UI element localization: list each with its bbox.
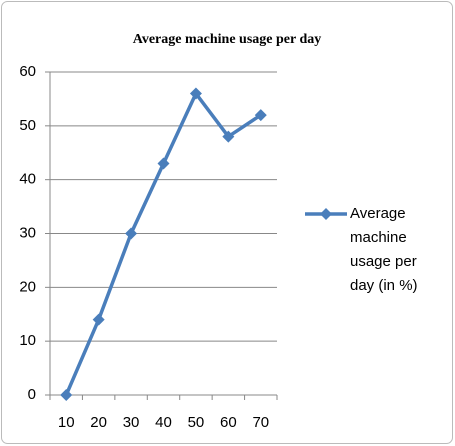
y-tick-label: 0 — [28, 386, 36, 403]
marker — [92, 313, 105, 326]
x-tick-label: 20 — [90, 414, 107, 431]
x-tick-label: 70 — [252, 414, 269, 431]
y-tick-label: 30 — [19, 224, 36, 241]
x-tick-label: 10 — [58, 414, 75, 431]
y-tick-label: 40 — [19, 171, 36, 188]
y-tick-label: 10 — [19, 332, 36, 349]
marker — [222, 130, 235, 143]
y-tick-label: 20 — [19, 278, 36, 295]
y-tick-label: 50 — [19, 117, 36, 134]
marker — [189, 87, 202, 100]
marker — [60, 389, 73, 401]
legend-marker — [320, 208, 332, 220]
x-tick-label: 40 — [155, 414, 172, 431]
x-tick-label: 50 — [188, 414, 205, 431]
marker — [157, 157, 170, 170]
chart-title: Average machine usage per day — [133, 32, 321, 47]
marker — [254, 109, 267, 122]
y-tick-label: 60 — [19, 63, 36, 80]
x-tick-label: 30 — [123, 414, 140, 431]
x-tick-label: 60 — [220, 414, 237, 431]
marker — [125, 227, 138, 240]
legend-label: Average machine usage per day (in %) — [350, 205, 418, 294]
